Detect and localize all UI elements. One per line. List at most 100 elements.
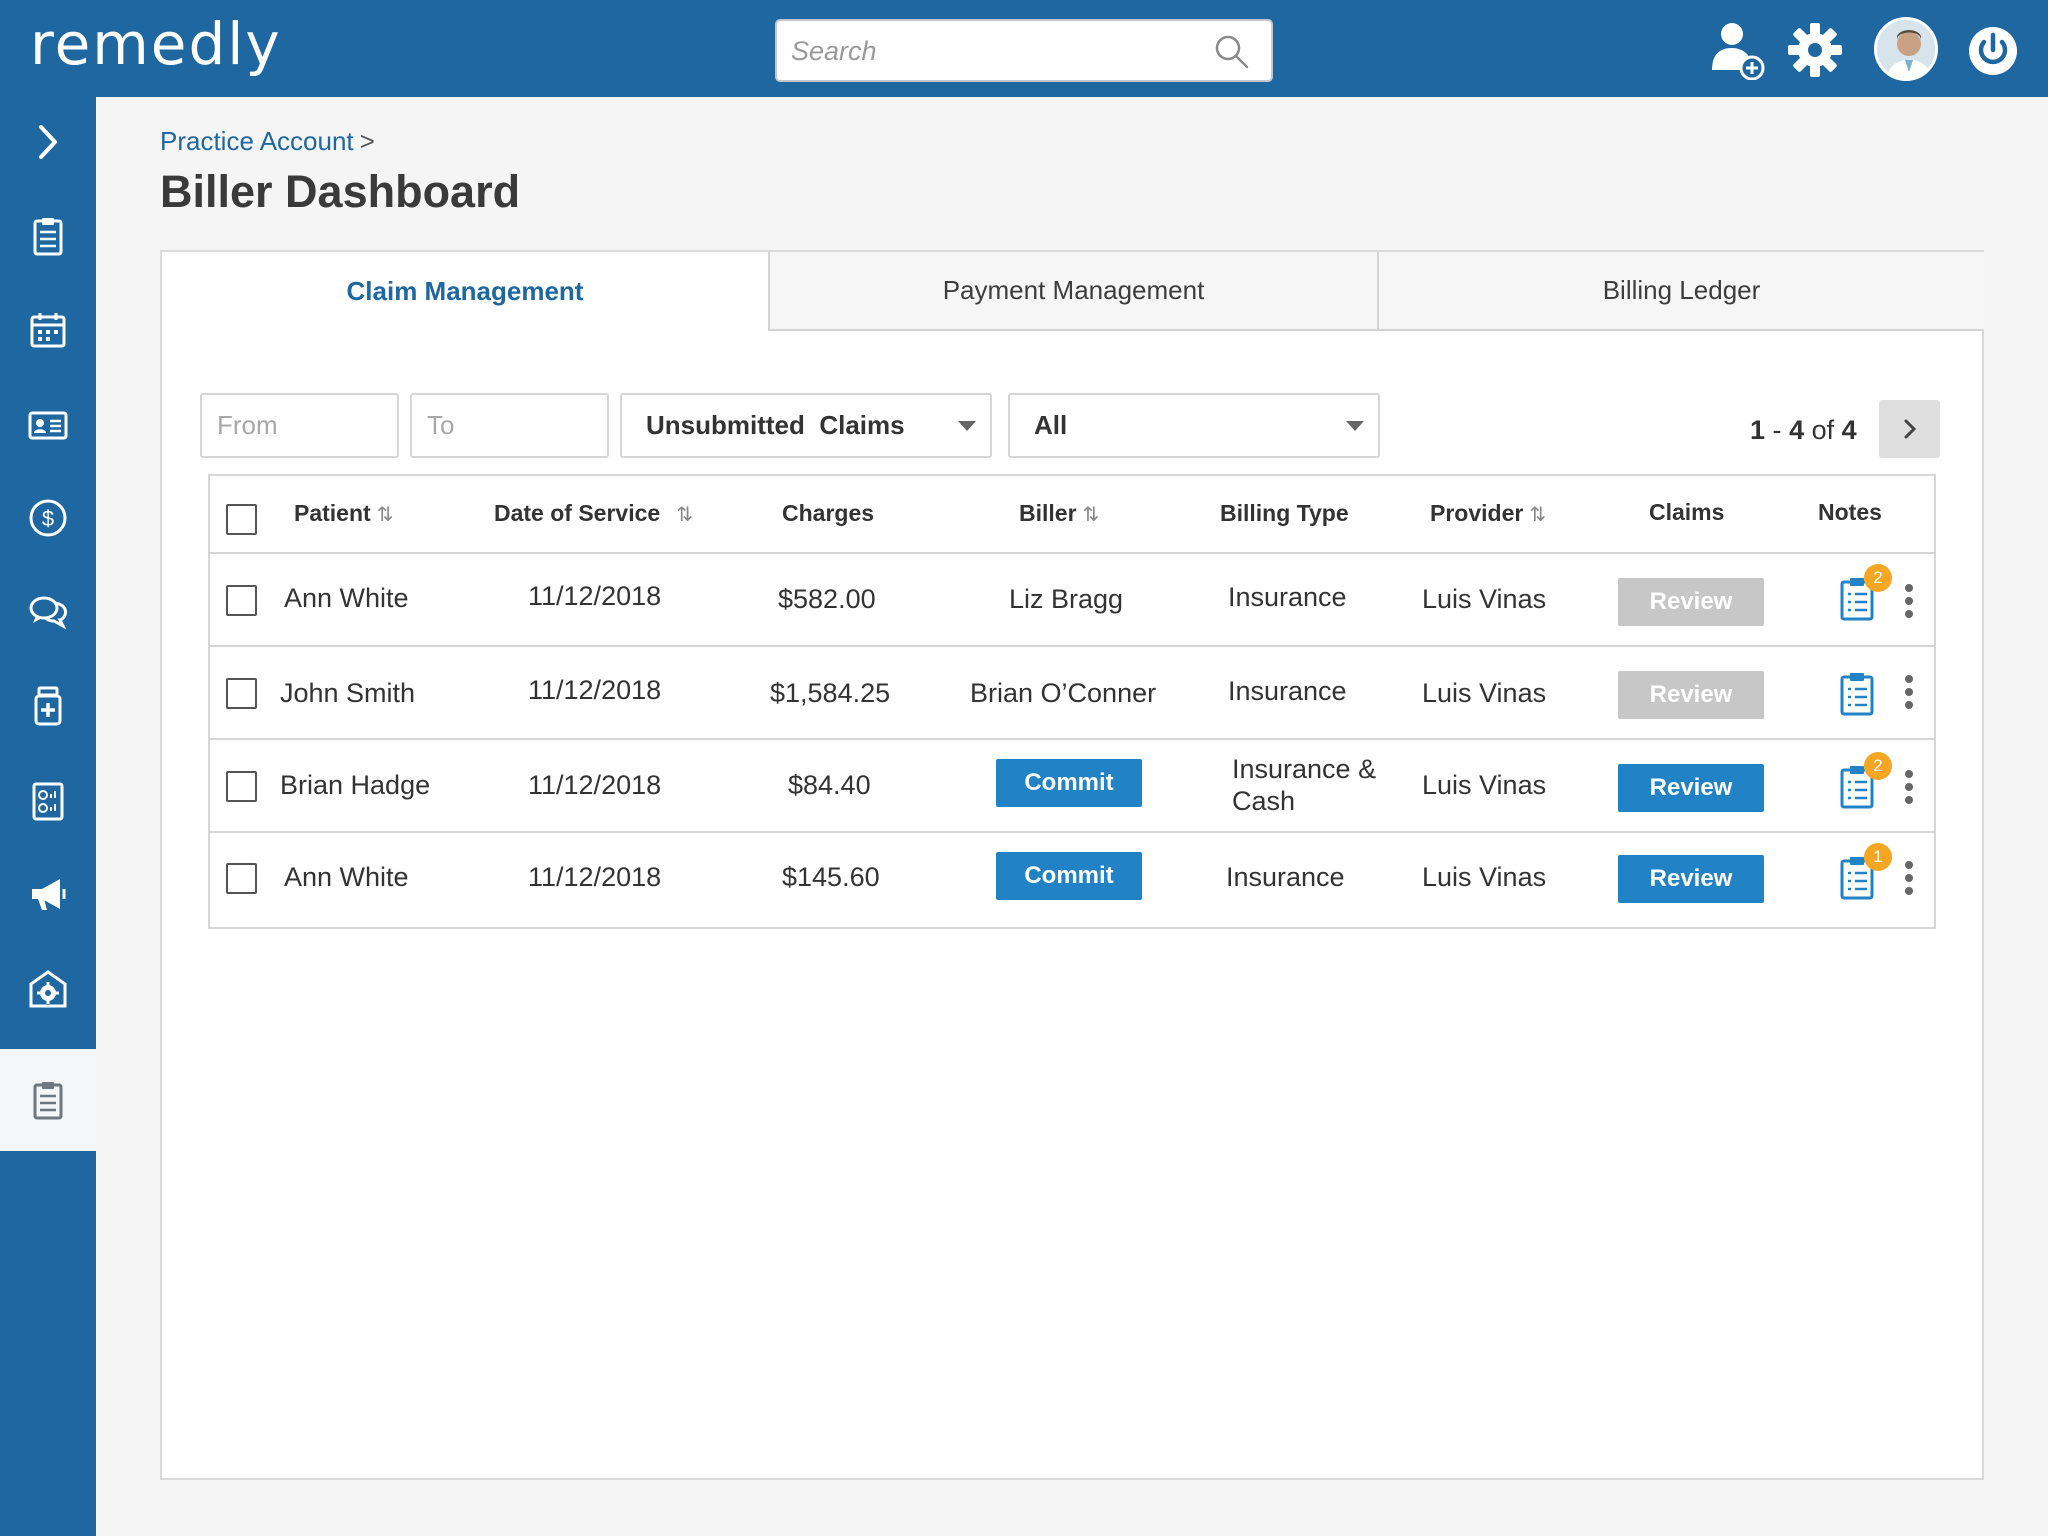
review-button[interactable]: Review [1618, 578, 1764, 626]
biller-name: Liz Bragg [1009, 584, 1124, 614]
patient-name[interactable]: Ann White [284, 862, 409, 892]
chat-icon [29, 596, 67, 630]
column-header-biller[interactable]: Biller ⇅ [1019, 500, 1100, 526]
sort-icon[interactable]: ⇅ [1529, 504, 1547, 526]
select-all-checkbox[interactable] [226, 504, 257, 535]
notes-button[interactable]: 1 [1838, 843, 1892, 901]
date-of-service: 11/12/2018 [528, 770, 662, 800]
charges: $582.00 [778, 584, 876, 614]
commit-button[interactable]: Commit [996, 852, 1142, 900]
table-row: John Smith 11/12/2018 $1,584.25 Brian O’… [210, 647, 1934, 740]
more-options-icon[interactable] [1905, 675, 1913, 711]
id-card-icon [28, 411, 68, 440]
billing-type: Insurance [1228, 676, 1347, 706]
breadcrumb: Practice Account > [160, 126, 375, 157]
category-select[interactable]: All [1008, 393, 1380, 458]
table-row: Brian Hadge 11/12/2018 $84.40 Commit Ins… [210, 740, 1934, 833]
search-box[interactable] [775, 19, 1273, 82]
sidebar-item-calendar[interactable] [0, 285, 96, 375]
gear-icon[interactable] [1785, 20, 1845, 80]
notes-count-badge: 2 [1864, 752, 1892, 780]
table-row: Ann White 11/12/2018 $145.60 Commit Insu… [210, 833, 1934, 926]
power-icon[interactable] [1963, 20, 2023, 80]
review-button[interactable]: Review [1618, 855, 1764, 903]
tab-billing-ledger[interactable]: Billing Ledger [1377, 252, 1984, 331]
to-date-field[interactable]: To [410, 393, 609, 458]
notes-icon [1840, 673, 1874, 716]
sidebar-item-pharmacy[interactable] [0, 661, 96, 751]
row-checkbox[interactable] [226, 771, 257, 802]
row-checkbox[interactable] [226, 585, 257, 616]
search-icon[interactable] [1213, 33, 1251, 71]
table-row: Ann White 11/12/2018 $582.00 Liz Bragg I… [210, 554, 1934, 647]
more-options-icon[interactable] [1905, 584, 1913, 620]
column-header-charges: Charges [782, 500, 875, 526]
app-logo[interactable]: remedly [30, 10, 282, 78]
table-header: Patient ⇅ Date of Service ⇅ Charges Biller… [210, 476, 1934, 554]
column-header-date-of-service[interactable]: Date of Service ⇅ [494, 500, 693, 526]
sidebar-item-billing[interactable]: $ [0, 473, 96, 563]
sidebar-item-reports[interactable] [0, 756, 96, 846]
notes-icon [1840, 578, 1874, 621]
column-header-claims: Claims [1649, 499, 1725, 525]
category-value: All [1034, 410, 1068, 440]
next-page-button[interactable] [1879, 400, 1940, 458]
notes-button[interactable]: 2 [1838, 752, 1892, 810]
more-options-icon[interactable] [1905, 770, 1913, 806]
notes-button[interactable]: 2 [1838, 564, 1892, 622]
sort-icon[interactable]: ⇅ [1082, 504, 1100, 526]
charges: $145.60 [782, 862, 880, 892]
settings-building-icon [29, 970, 67, 1008]
from-date-field[interactable]: From [200, 393, 399, 458]
column-header-provider[interactable]: Provider ⇅ [1430, 500, 1547, 526]
megaphone-icon [32, 879, 66, 910]
row-checkbox[interactable] [226, 678, 257, 709]
report-icon [32, 782, 64, 821]
sidebar-item-biller-dashboard[interactable] [0, 1049, 96, 1151]
more-options-icon[interactable] [1905, 861, 1913, 897]
sidebar-item-claims-list[interactable] [0, 191, 96, 281]
clipboard-list-icon [33, 218, 63, 256]
sidebar-item-messages[interactable] [0, 567, 96, 657]
billing-type: Insurance [1228, 582, 1347, 612]
claim-status-value: Unsubmitted Claims [646, 410, 905, 440]
patient-name[interactable]: Brian Hadge [280, 770, 431, 800]
sidebar-item-marketing[interactable] [0, 849, 96, 939]
medicine-icon [34, 686, 62, 726]
biller-name: Brian O’Conner [970, 678, 1157, 708]
search-input[interactable] [791, 33, 1191, 69]
provider-name: Luis Vinas [1422, 584, 1547, 614]
commit-button[interactable]: Commit [996, 759, 1142, 807]
tab-payment-management[interactable]: Payment Management [768, 252, 1377, 331]
clipboard-list-icon [33, 1082, 63, 1120]
tab-claim-management[interactable]: Claim Management [162, 252, 768, 331]
charges: $1,584.25 [770, 678, 891, 708]
avatar[interactable] [1874, 17, 1938, 81]
notes-button[interactable] [1838, 671, 1878, 717]
sidebar-item-patients[interactable] [0, 380, 96, 470]
notes-icon [1840, 857, 1874, 900]
sidebar-item-practice-settings[interactable] [0, 944, 96, 1034]
provider-name: Luis Vinas [1422, 678, 1547, 708]
chevron-down-icon [1346, 421, 1364, 431]
sort-icon[interactable]: ⇅ [376, 504, 394, 526]
breadcrumb-link-practice-account[interactable]: Practice Account [160, 126, 354, 156]
date-of-service: 11/12/2018 [528, 862, 662, 892]
provider-name: Luis Vinas [1422, 770, 1547, 800]
dashboard-panel: Claim Management Payment Management Bill… [160, 250, 1984, 1480]
sort-icon[interactable]: ⇅ [676, 504, 693, 526]
row-checkbox[interactable] [226, 863, 257, 894]
column-header-patient[interactable]: Patient ⇅ [294, 500, 394, 526]
add-user-icon[interactable] [1706, 20, 1766, 80]
dollar-icon: $ [29, 499, 67, 537]
review-button[interactable]: Review [1618, 764, 1764, 812]
page-title: Biller Dashboard [160, 166, 521, 217]
sidebar-expand[interactable] [0, 97, 96, 187]
date-of-service: 11/12/2018 [528, 581, 662, 611]
claim-status-select[interactable]: Unsubmitted Claims [620, 393, 992, 458]
chevron-down-icon [958, 421, 976, 431]
patient-name[interactable]: Ann White [284, 583, 409, 613]
review-button[interactable]: Review [1618, 671, 1764, 719]
patient-name[interactable]: John Smith [280, 678, 416, 708]
date-of-service: 11/12/2018 [528, 675, 662, 705]
